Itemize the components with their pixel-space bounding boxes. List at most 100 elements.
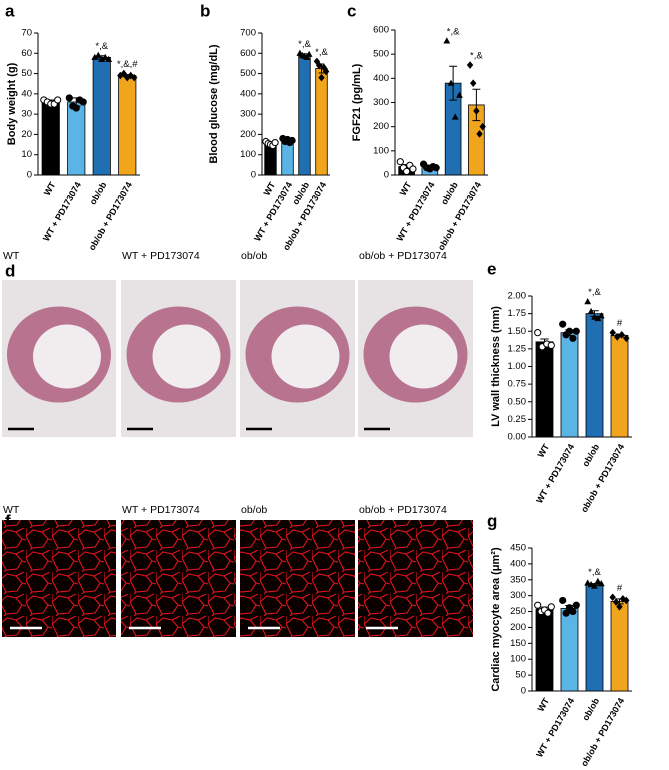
panel-letter: a [5,1,15,20]
x-tick-label: ob/ob [439,180,460,207]
y-tick-label: 700 [240,28,256,39]
significance-label: *,& [447,26,460,37]
ventricle-lumen [389,324,458,389]
data-point [470,79,477,87]
y-tick-label: 0.25 [508,414,527,425]
y-axis-label: Body weight (g) [6,62,18,145]
error-bar [449,65,458,101]
y-tick-label: 100 [510,654,526,665]
data-point [587,580,595,588]
y-axis-label: Cardiac myocyte area (μm²) [490,547,502,692]
y-tick-label: 250 [510,606,526,617]
data-point [623,334,630,343]
bar [118,75,137,176]
data-point [479,122,486,131]
x-tick-label: WT [42,180,58,198]
x-tick-label: ob/ob [580,442,601,469]
data-point [120,69,127,78]
panel-letter: b [200,1,210,20]
x-tick-label: WT [262,180,278,198]
data-point [597,579,605,587]
data-point [623,596,630,605]
bar [535,608,554,692]
significance-label: # [617,583,623,594]
y-tick-label: 200 [373,121,389,132]
data-point [616,602,623,611]
data-point [101,53,109,60]
x-tick-label: ob/ob [580,696,601,723]
y-tick-label: 600 [373,25,389,36]
panel-letter: e [487,259,496,278]
data-point [105,55,113,62]
y-tick-label: 200 [510,622,526,633]
data-point [94,51,102,58]
data-point [271,138,279,147]
data-point [124,73,131,82]
data-point [547,603,555,611]
error-bar [472,88,481,122]
bar [560,332,579,438]
data-point [559,320,567,328]
y-tick-label: 50 [21,68,32,79]
fluorescence-image [2,520,116,637]
y-tick-label: 400 [240,88,256,99]
significance-label: *,& [588,287,601,298]
data-point [569,334,577,342]
data-point [130,73,138,82]
panel-letter: c [347,1,356,20]
ventricle-lumen [271,324,340,389]
y-tick-label: 10 [21,149,32,160]
bar [535,341,554,438]
y-axis-label: Blood glucose (mg/dL) [208,44,220,163]
data-point [562,609,570,617]
significance-label: *,& [470,51,483,62]
y-tick-label: 300 [510,590,526,601]
bar [560,607,579,692]
data-point [288,136,296,145]
data-point [79,98,87,106]
significance-label: *,& [315,47,328,58]
data-point [98,55,106,62]
y-tick-label: 1.75 [508,308,527,319]
data-point [72,104,80,112]
data-point [547,341,555,349]
bar [41,101,60,176]
data-point [594,314,602,322]
image-label: WT [3,250,20,262]
image-label: ob/ob [241,250,267,262]
y-tick-label: 350 [510,574,526,585]
y-tick-label: 50 [515,670,526,681]
y-tick-label: 0.00 [508,432,527,443]
data-point [587,307,595,315]
data-point [451,113,459,120]
y-tick-label: 150 [510,638,526,649]
y-tick-label: 450 [510,543,526,554]
y-tick-label: 1.25 [508,343,527,354]
y-tick-label: 0 [384,170,389,181]
data-point [591,582,598,589]
y-axis-label: FGF21 (pg/mL) [351,63,363,141]
y-tick-label: 60 [21,48,32,59]
significance-label: # [617,318,623,329]
bar [585,313,604,438]
data-point [597,312,605,319]
y-tick-label: 30 [21,109,32,120]
data-point [594,577,602,584]
y-tick-label: 400 [510,558,526,569]
y-tick-label: 400 [373,73,389,84]
y-tick-label: 1.50 [508,326,527,337]
bar [92,56,111,176]
data-point [396,158,404,166]
fluorescence-image [121,520,236,637]
data-point [443,37,451,44]
significance-label: *,& [298,39,311,50]
y-tick-label: 20 [21,129,32,140]
panel-letter: d [5,261,15,280]
y-tick-label: 600 [240,48,256,59]
data-point [403,167,411,175]
data-point [569,607,577,616]
data-point [544,609,552,617]
ventricle-lumen [33,324,101,389]
image-label: ob/ob + PD173074 [359,504,447,516]
